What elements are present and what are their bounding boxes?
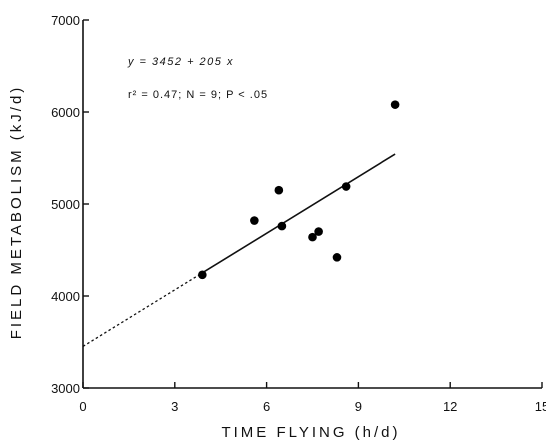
data-point — [314, 227, 323, 236]
data-point — [341, 182, 351, 191]
y-tick-label: 6000 — [51, 105, 80, 120]
ticks: 3000 4000 5000 6000 7000 0 3 6 9 12 15 — [51, 13, 546, 414]
x-tick-label: 3 — [171, 399, 178, 414]
data-point — [277, 221, 287, 231]
regression-extrapolation-dashed — [82, 272, 203, 347]
data-points — [198, 100, 400, 280]
axes — [82, 20, 542, 389]
data-point — [390, 100, 400, 109]
data-point — [250, 216, 259, 225]
y-tick-label: 7000 — [51, 13, 80, 28]
x-tick-label: 9 — [355, 399, 362, 414]
data-point — [308, 232, 317, 242]
y-tick-label: 4000 — [51, 289, 80, 304]
data-point — [274, 185, 284, 195]
y-tick-label: 5000 — [51, 197, 80, 212]
regression-equation: y = 3452 + 205 x — [127, 56, 234, 68]
data-point — [198, 270, 207, 280]
x-tick-label: 15 — [535, 399, 546, 414]
regression-line — [82, 153, 396, 347]
x-axis-title: TIME FLYING (h/d) — [221, 424, 400, 441]
regression-fit-solid — [201, 153, 396, 274]
y-axis-title: FIELD METABOLISM (kJ/d) — [8, 85, 25, 340]
data-point — [332, 253, 342, 262]
y-tick-label: 3000 — [51, 381, 80, 396]
x-tick-label: 0 — [79, 399, 86, 414]
regression-stats: r² = 0.47; N = 9; P < .05 — [128, 89, 268, 101]
x-tick-label: 12 — [443, 399, 457, 414]
x-tick-label: 6 — [263, 399, 270, 414]
